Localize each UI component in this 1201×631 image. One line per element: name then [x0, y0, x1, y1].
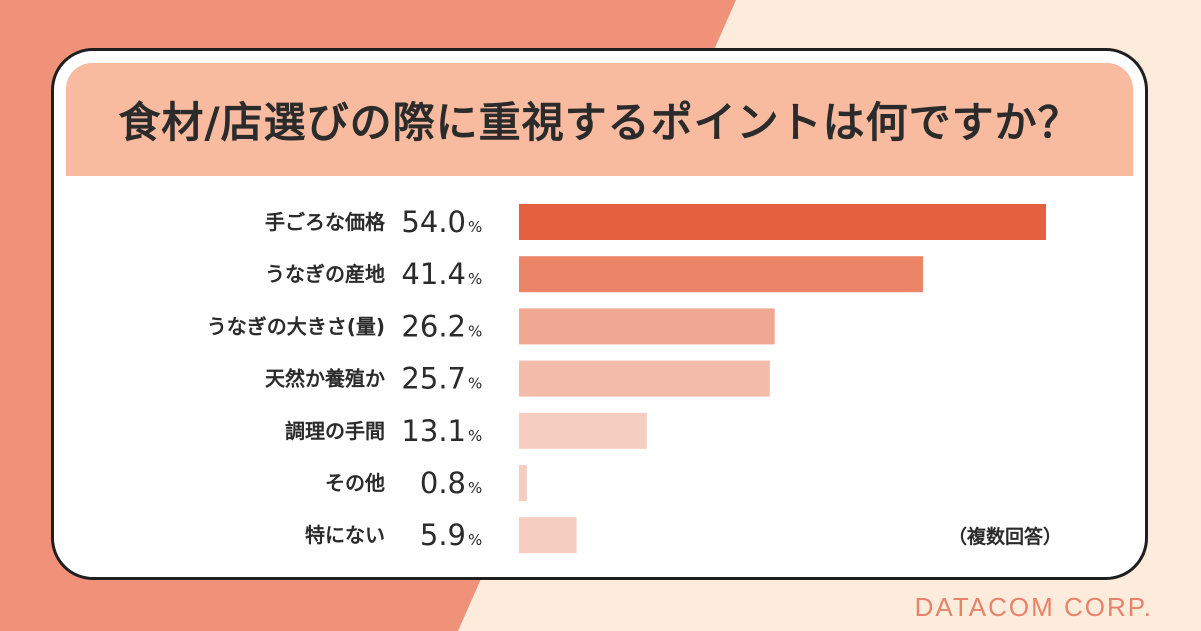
- category-label: うなぎの産地: [265, 262, 385, 286]
- value-label: 41.4: [401, 257, 466, 291]
- value-label: 13.1: [401, 414, 466, 448]
- note-multiple-answers: （複数回答）: [948, 526, 1063, 548]
- category-label: その他: [325, 471, 385, 495]
- category-label: 手ごろな価格: [265, 210, 386, 234]
- unit-label: %: [468, 218, 482, 236]
- chart-title: 食材/店選びの際に重視するポイントは何ですか？: [118, 98, 1081, 147]
- bar: [519, 204, 1046, 240]
- category-label: 調理の手間: [285, 419, 385, 443]
- value-label: 26.2: [401, 309, 466, 343]
- bar: [519, 465, 527, 501]
- category-label: 特にない: [305, 523, 385, 547]
- category-label: うなぎの大きさ(量): [207, 314, 385, 338]
- value-label: 5.9: [420, 518, 466, 552]
- bar: [519, 256, 924, 293]
- unit-label: %: [468, 427, 482, 445]
- unit-label: %: [468, 531, 482, 549]
- category-label: 天然か養殖か: [265, 367, 385, 391]
- bar: [519, 412, 647, 449]
- value-label: 54.0: [401, 205, 466, 239]
- bar: [519, 517, 577, 554]
- chart-card: 食材/店選びの際に重視するポイントは何ですか？: [51, 48, 1148, 580]
- unit-label: %: [468, 479, 482, 497]
- bar: [519, 308, 775, 345]
- unit-label: %: [468, 375, 482, 393]
- title-band: 食材/店選びの際に重視するポイントは何ですか？: [66, 63, 1133, 176]
- unit-label: %: [468, 270, 482, 288]
- unit-label: %: [468, 322, 482, 340]
- value-label: 25.7: [401, 362, 466, 396]
- value-label: 0.8: [420, 466, 466, 500]
- brand-logo-text: DATACOM CORP.: [914, 592, 1153, 622]
- bar: [519, 360, 770, 397]
